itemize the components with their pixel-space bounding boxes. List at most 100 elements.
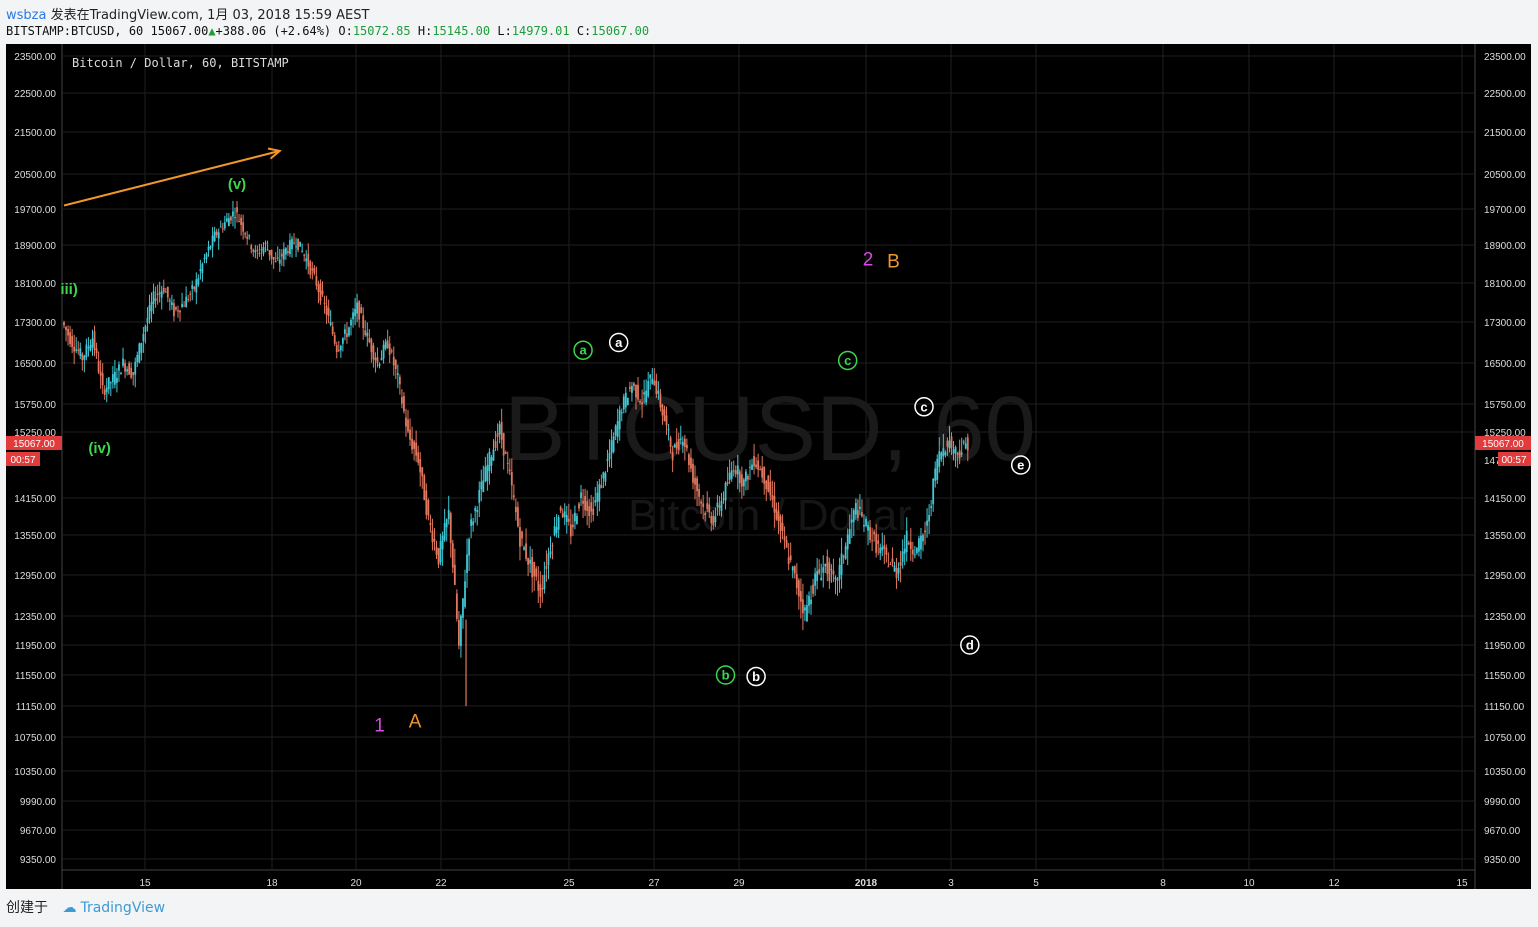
- candle-body: [836, 578, 839, 581]
- candle-body: [964, 443, 967, 449]
- candle-body: [802, 599, 804, 614]
- tradingview-logo-icon[interactable]: ☁: [62, 900, 77, 916]
- candle-body: [574, 512, 576, 522]
- candle-body: [331, 326, 334, 335]
- candle-body: [168, 300, 171, 302]
- candle-body: [307, 253, 310, 267]
- wave-label: e: [1017, 458, 1024, 473]
- change-value: +388.06 (+2.64%): [215, 24, 332, 38]
- candle-body: [580, 492, 582, 499]
- candle-body: [370, 339, 373, 353]
- publish-line: wsbza 发表在TradingView.com, 1月 03, 2018 15…: [6, 4, 369, 23]
- y-tick-label-right: 11550.00: [1484, 671, 1525, 682]
- wave-label-circle: [573, 340, 593, 360]
- candle-body: [832, 570, 835, 575]
- candle-body: [126, 369, 129, 372]
- candle-body: [329, 322, 332, 326]
- candle-body: [120, 372, 122, 375]
- y-tick-label-left: 15250.00: [14, 428, 56, 439]
- candle-body: [742, 479, 745, 487]
- candle-body: [569, 524, 572, 537]
- candle-body: [928, 515, 931, 522]
- candle-body: [810, 599, 812, 605]
- low-value: 14979.01: [511, 24, 570, 38]
- author-link[interactable]: wsbza: [6, 8, 47, 23]
- y-tick-label-right: 9350.00: [1484, 855, 1521, 866]
- candle-body: [897, 567, 900, 574]
- candle-body: [67, 329, 69, 336]
- y-tick-label-right: 12350.00: [1484, 612, 1526, 623]
- candle-body: [859, 506, 861, 509]
- candle-body: [918, 538, 920, 552]
- candle-body: [223, 222, 226, 229]
- wave-label: c: [844, 353, 851, 368]
- candle-body: [641, 402, 643, 405]
- candle-body: [122, 358, 124, 366]
- candle-body: [144, 326, 147, 332]
- candle-body: [700, 501, 703, 504]
- candle-body: [704, 513, 707, 516]
- y-tick-label-left: 17300.00: [14, 318, 56, 329]
- candle-body: [466, 554, 468, 573]
- watermark-symbol: BTCUSD, 60: [504, 378, 1036, 480]
- candle-body: [510, 472, 513, 486]
- candle-body: [535, 568, 538, 577]
- candle-body: [730, 470, 733, 479]
- candle-body: [614, 425, 617, 436]
- candle-body: [763, 466, 766, 484]
- candle-body: [702, 503, 705, 507]
- y-tick-label-partial: 147: [1484, 456, 1501, 467]
- candle-body: [620, 412, 623, 414]
- candle-body: [714, 516, 717, 523]
- candle-body: [388, 343, 391, 355]
- candle-body: [677, 439, 680, 450]
- candle-body: [262, 246, 265, 254]
- candle-body: [956, 452, 959, 455]
- publish-info: 发表在TradingView.com, 1月 03, 2018 15:59 AE…: [50, 8, 370, 23]
- candle-body: [103, 389, 106, 395]
- candle-body: [608, 453, 611, 459]
- candle-body: [895, 568, 898, 579]
- candle-body: [779, 516, 782, 531]
- y-tick-label-right: 19700.00: [1484, 205, 1526, 216]
- candle-body: [140, 343, 143, 353]
- candle-body: [411, 438, 413, 450]
- y-tick-label-left: 9670.00: [20, 826, 57, 837]
- wave-label-circle: [608, 332, 629, 353]
- candle-body: [785, 540, 788, 548]
- candle-body: [111, 374, 114, 383]
- candle-body: [675, 441, 678, 449]
- candle-body: [901, 551, 904, 562]
- candle-body: [726, 481, 729, 484]
- candle-body: [936, 458, 939, 480]
- y-tick-label-right: 15750.00: [1484, 400, 1526, 411]
- candle-body: [203, 257, 206, 260]
- candle-body: [250, 245, 253, 250]
- candle-body: [118, 364, 120, 371]
- candle-body: [869, 527, 871, 541]
- candle-body: [136, 354, 139, 363]
- candle-body: [77, 349, 80, 352]
- candle-body: [173, 303, 175, 317]
- tradingview-brand[interactable]: TradingView: [80, 900, 166, 916]
- candle-body: [854, 503, 857, 515]
- wave-label: A: [409, 712, 422, 733]
- wave-label-circle: [914, 397, 934, 417]
- candle-body: [398, 376, 401, 385]
- wave-label: iii): [60, 281, 78, 298]
- up-arrow-icon: ▲: [208, 24, 216, 38]
- candle-body: [287, 251, 289, 253]
- candle-body: [486, 464, 489, 482]
- candle-body: [372, 345, 375, 360]
- candle-body: [150, 301, 153, 312]
- x-tick-label: 29: [733, 878, 745, 889]
- y-tick-label-right: 14150.00: [1484, 494, 1526, 505]
- candle-body: [254, 250, 257, 253]
- candle-body: [225, 218, 228, 222]
- candle-body: [431, 530, 434, 543]
- candle-body: [460, 615, 462, 646]
- candle-body: [769, 481, 772, 496]
- candle-body: [592, 508, 595, 516]
- candle-body: [116, 377, 118, 383]
